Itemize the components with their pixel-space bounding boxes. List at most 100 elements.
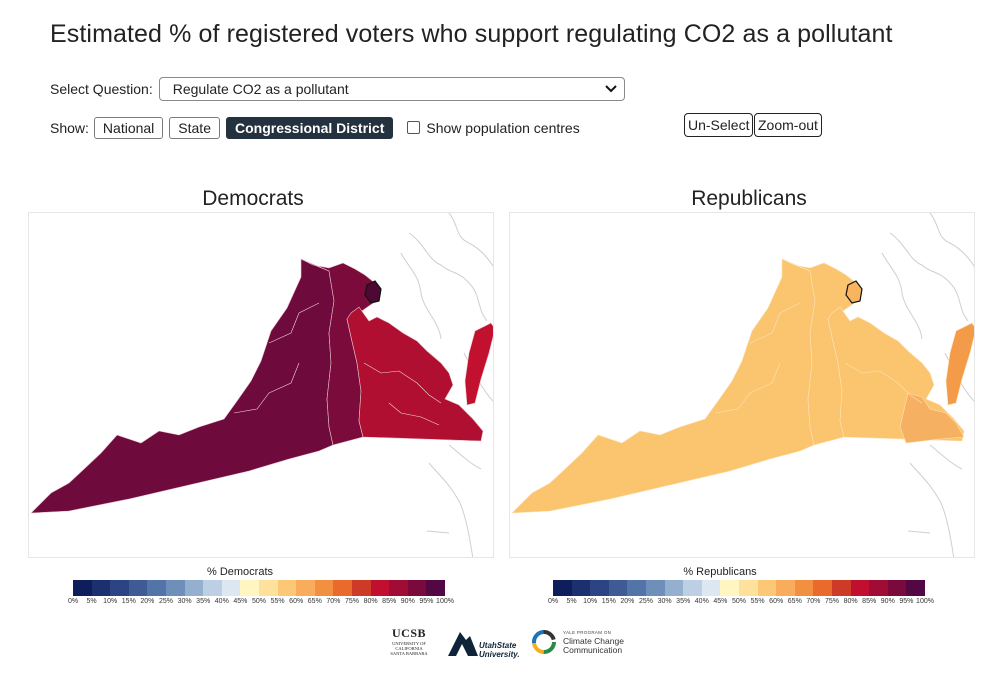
page-title: Estimated % of registered voters who sup… [50,20,893,48]
legend-tick-label: 45% [713,598,728,605]
legend-tick-label: 0% [547,598,559,605]
legend-swatch [426,580,445,596]
legend-ticks: 0% 5% 10% 15% 20% 25% 30% 35% 40% 45% 50% 55% 60% 65%… [530,598,934,608]
democrats-legend: % Democrats 0% 5% 10% 15% 20% 25% 30% 35% 40% 45%… [50,566,454,608]
legend-swatch [794,580,814,596]
legend-tick-label: 75% [344,598,360,605]
legend-tick-label: 85% [862,598,877,605]
legend-tick-label: 5% [86,598,97,605]
legend-tick-label: 80% [363,598,378,605]
legend-swatch [645,580,665,596]
legend-swatch [831,580,851,596]
chevron-down-icon [600,78,622,100]
legend-swatch [333,580,352,596]
democrats-map-title: Democrats [202,187,304,210]
legend-swatch [258,580,278,596]
democrats-map[interactable] [28,212,494,558]
legend-swatch [813,580,832,596]
population-centres-checkbox[interactable] [407,121,421,134]
legend-tick-label: 20% [620,598,635,605]
show-label: Show: [50,119,89,136]
legend-tick-label: 75% [824,598,840,605]
legend-tick-label: 5% [566,598,577,605]
ucsb-logo: UCSB UNIVERSITY OF CALIFORNIA SANTA BARB… [390,626,428,656]
legend-swatch [757,580,777,596]
usu-logo: UtahState University. [446,626,520,659]
district-eastern [827,306,965,442]
yale-ring-icon [532,630,556,654]
legend-tick-label: 70% [326,598,341,605]
legend-swatch [407,580,427,596]
show-row: Show: National State Congressional Distr… [50,116,580,139]
legend-tick-label: 15% [601,598,616,605]
legend-swatch [683,580,702,596]
unselect-button[interactable]: Un-Select [684,113,754,137]
legend-color-bar [73,580,445,596]
legend-tick-label: 100% [436,598,454,605]
legend-tick-label: 30% [177,598,192,605]
legend-swatch [370,580,390,596]
virginia-districts [511,258,974,514]
legend-swatch [314,580,334,596]
legend-swatch [738,580,758,596]
legend-swatch [351,580,371,596]
legend-swatch [608,580,628,596]
legend-swatch [389,580,408,596]
legend-swatch [91,580,111,596]
legend-tick-label: 45% [233,598,248,605]
question-select[interactable]: Regulate CO2 as a pollutant [158,77,625,101]
legend-tick-label: 25% [638,598,654,605]
republicans-map[interactable] [509,212,975,558]
legend-swatch [203,580,222,596]
legend-tick-label: 80% [843,598,858,605]
legend-swatch [165,580,185,596]
legend-swatch [147,580,166,596]
legend-swatch [184,580,204,596]
legend-tick-label: 35% [196,598,211,605]
district-borders [233,302,442,426]
legend-tick-label: 55% [270,598,285,605]
legend-tick-label: 100% [916,598,934,605]
district-eastern [346,306,484,442]
question-select-value: Regulate CO2 as a pollutant [172,81,349,97]
legend-tick-label: 40% [214,598,229,605]
legend-swatch [776,580,795,596]
population-centres-toggle[interactable]: Show population centres [407,119,580,136]
district-shore [945,322,974,406]
legend-tick-label: 65% [307,598,322,605]
republicans-legend: % Republicans 0% 5% 10% 15% 20% 25% 30% 35% 40% 4… [530,566,934,608]
legend-swatch [240,580,259,596]
zoom-out-button[interactable]: Zoom-out [754,113,822,137]
legend-swatch [571,580,591,596]
legend-swatch [850,580,870,596]
legend-tick-label: 95% [899,598,914,605]
legend-swatch [906,580,925,596]
legend-tick-label: 90% [880,598,895,605]
district-dc-area [845,280,863,304]
legend-tick-label: 60% [769,598,784,605]
legend-tick-label: 65% [787,598,802,605]
show-congressional-district-button[interactable]: Congressional District [226,116,394,139]
legend-tick-label: 55% [750,598,765,605]
legend-tick-label: 30% [657,598,672,605]
usu-mark-icon [448,632,478,656]
population-centres-label: Show population centres [426,119,580,136]
democrats-legend-title: % Democrats [206,566,274,578]
show-state-button[interactable]: State [169,116,220,139]
legend-swatch [627,580,646,596]
legend-tick-label: 40% [694,598,709,605]
legend-swatch [110,580,129,596]
legend-tick-label: 60% [289,598,304,605]
question-row: Select Question: Regulate CO2 as a pollu… [50,77,625,101]
district-western [511,258,816,514]
district-hampton-roads [899,392,965,444]
district-western [30,258,335,514]
legend-tick-label: 95% [419,598,434,605]
district-shore [464,322,493,406]
legend-swatch [664,580,684,596]
show-national-button[interactable]: National [93,116,164,139]
legend-tick-label: 50% [251,598,267,605]
question-label: Select Question: [50,81,153,97]
legend-swatch [128,580,148,596]
legend-swatch [73,580,92,596]
